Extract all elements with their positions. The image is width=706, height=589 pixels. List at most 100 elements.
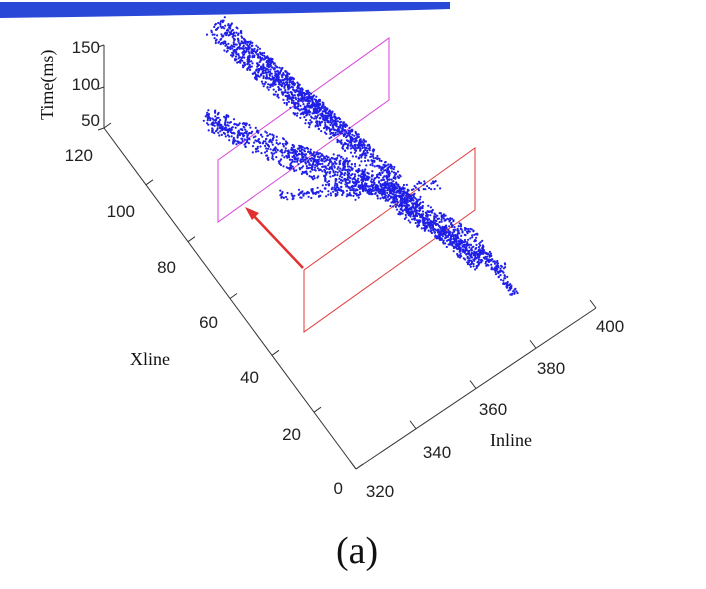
data-point — [315, 160, 319, 163]
data-point — [217, 131, 220, 134]
data-point — [438, 233, 441, 236]
data-point — [297, 163, 300, 166]
data-point — [314, 192, 317, 195]
data-point — [315, 95, 318, 98]
data-point — [265, 75, 268, 78]
data-point — [438, 221, 441, 224]
data-point — [389, 204, 392, 208]
data-point — [390, 167, 393, 170]
data-point — [324, 126, 328, 129]
data-point — [290, 101, 293, 104]
data-point — [231, 47, 234, 50]
data-point — [387, 182, 390, 185]
data-point — [359, 147, 362, 150]
data-point — [336, 193, 339, 196]
data-point — [425, 211, 428, 214]
tick-mark — [589, 299, 597, 309]
data-point — [421, 218, 425, 221]
data-point — [431, 226, 434, 229]
data-point — [396, 187, 399, 190]
data-point — [368, 146, 372, 150]
data-point — [401, 193, 404, 196]
data-point — [490, 266, 493, 269]
data-point — [286, 198, 289, 201]
data-point — [300, 153, 303, 156]
data-point — [293, 194, 296, 197]
data-point — [445, 227, 448, 230]
data-point — [371, 149, 374, 152]
data-point — [356, 171, 359, 174]
data-point — [290, 85, 293, 88]
data-point — [502, 279, 505, 282]
data-point — [412, 214, 415, 217]
data-point — [348, 192, 351, 195]
data-point — [296, 158, 299, 162]
data-point — [449, 239, 452, 242]
data-point — [371, 164, 374, 167]
data-point — [316, 114, 320, 117]
data-point — [291, 143, 294, 147]
data-point — [392, 180, 395, 183]
data-point — [462, 257, 465, 260]
data-point — [469, 254, 472, 258]
data-point — [398, 174, 401, 177]
data-point — [284, 81, 288, 84]
data-point — [384, 169, 387, 172]
data-point — [368, 192, 371, 196]
data-point — [219, 23, 222, 26]
data-point — [339, 159, 342, 162]
data-point — [280, 85, 283, 88]
data-point — [324, 187, 327, 190]
data-point — [390, 201, 393, 204]
data-point — [342, 157, 345, 160]
data-point — [301, 148, 304, 151]
data-point — [231, 28, 234, 32]
data-point — [355, 169, 358, 172]
data-point — [398, 188, 401, 191]
data-point — [391, 187, 394, 190]
data-point — [269, 57, 272, 60]
data-point — [347, 139, 350, 143]
data-point — [273, 83, 276, 86]
data-point — [330, 194, 333, 197]
xline-tick-label: 0 — [334, 479, 343, 498]
data-point — [396, 170, 400, 173]
data-point — [433, 216, 436, 219]
data-point — [224, 124, 227, 127]
data-point — [293, 169, 296, 173]
data-point — [383, 175, 386, 178]
data-point — [355, 155, 358, 158]
data-point — [302, 113, 305, 116]
data-point — [339, 173, 343, 176]
data-point — [305, 92, 308, 96]
data-point — [364, 179, 367, 182]
data-point — [281, 73, 284, 76]
data-point — [299, 191, 302, 194]
data-point — [313, 117, 316, 120]
data-point — [291, 158, 294, 161]
data-point — [368, 185, 371, 188]
data-point — [246, 41, 249, 44]
data-point — [263, 83, 266, 86]
data-point — [370, 178, 373, 181]
data-point — [240, 137, 243, 140]
data-point — [255, 69, 258, 72]
data-point — [356, 135, 359, 138]
data-point — [323, 155, 326, 159]
data-point — [274, 149, 277, 152]
data-point — [223, 127, 226, 130]
data-point — [422, 183, 425, 186]
data-point — [242, 42, 245, 45]
data-point — [388, 194, 391, 197]
data-point — [341, 126, 344, 129]
data-point — [353, 162, 357, 166]
data-point — [479, 259, 482, 262]
data-point — [475, 266, 478, 270]
data-point — [332, 190, 335, 193]
data-point — [351, 146, 354, 149]
data-point — [307, 111, 310, 114]
data-point — [450, 221, 453, 225]
data-point — [352, 194, 355, 197]
data-point — [487, 252, 490, 255]
data-point — [299, 145, 302, 148]
